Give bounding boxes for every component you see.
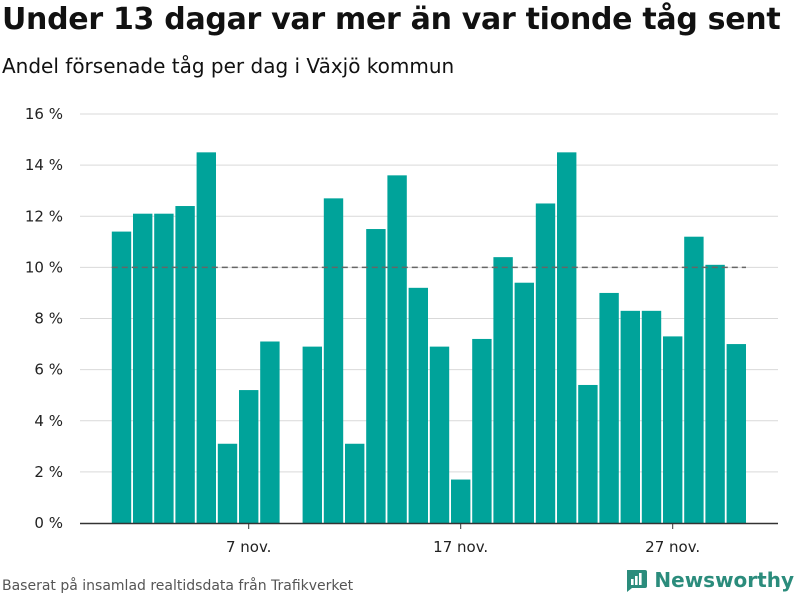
bar <box>111 231 132 523</box>
x-tick-label: 7 nov. <box>226 538 271 556</box>
y-tick-label: 4 % <box>34 412 63 430</box>
bar <box>345 443 365 523</box>
newsworthy-logo-icon <box>627 570 648 592</box>
y-tick-label: 14 % <box>25 156 63 174</box>
bar <box>133 213 153 523</box>
bar <box>620 310 640 523</box>
y-tick-label: 16 % <box>25 105 63 123</box>
bar <box>239 390 259 523</box>
x-tick-label: 27 nov. <box>645 538 700 556</box>
bar <box>323 198 344 523</box>
bar <box>387 175 407 523</box>
bar <box>154 213 174 523</box>
bar <box>535 203 556 523</box>
bar <box>175 206 195 523</box>
bar <box>663 336 683 523</box>
bar <box>493 257 513 523</box>
chart-subtitle: Andel försenade tåg per dag i Växjö komm… <box>2 54 455 78</box>
y-tick-label: 10 % <box>25 258 63 276</box>
bar <box>302 346 322 523</box>
bar <box>684 236 704 523</box>
source-note: Baserat på insamlad realtidsdata från Tr… <box>2 578 354 594</box>
bar <box>196 152 216 523</box>
bar <box>451 479 471 523</box>
y-tick-label: 6 % <box>34 361 63 379</box>
y-tick-label: 8 % <box>34 310 63 328</box>
y-tick-label: 12 % <box>25 207 63 225</box>
chart-title: Under 13 dagar var mer än var tionde tåg… <box>2 2 781 37</box>
bar <box>641 310 662 523</box>
brand-name: Newsworthy <box>654 568 794 592</box>
x-tick-label: 17 nov. <box>433 538 488 556</box>
bar <box>260 341 280 523</box>
y-tick-label: 0 % <box>34 514 63 532</box>
y-tick-label: 2 % <box>34 463 63 481</box>
bar <box>599 292 619 523</box>
bar <box>472 338 492 523</box>
bar <box>429 346 450 523</box>
bar <box>557 152 577 523</box>
bar <box>514 282 534 523</box>
bar <box>705 264 725 523</box>
bar <box>217 443 238 523</box>
brand-logo-group: Newsworthy <box>624 568 794 592</box>
bar <box>408 287 428 523</box>
bar <box>726 344 746 523</box>
bar <box>366 229 386 523</box>
bar <box>578 384 598 523</box>
